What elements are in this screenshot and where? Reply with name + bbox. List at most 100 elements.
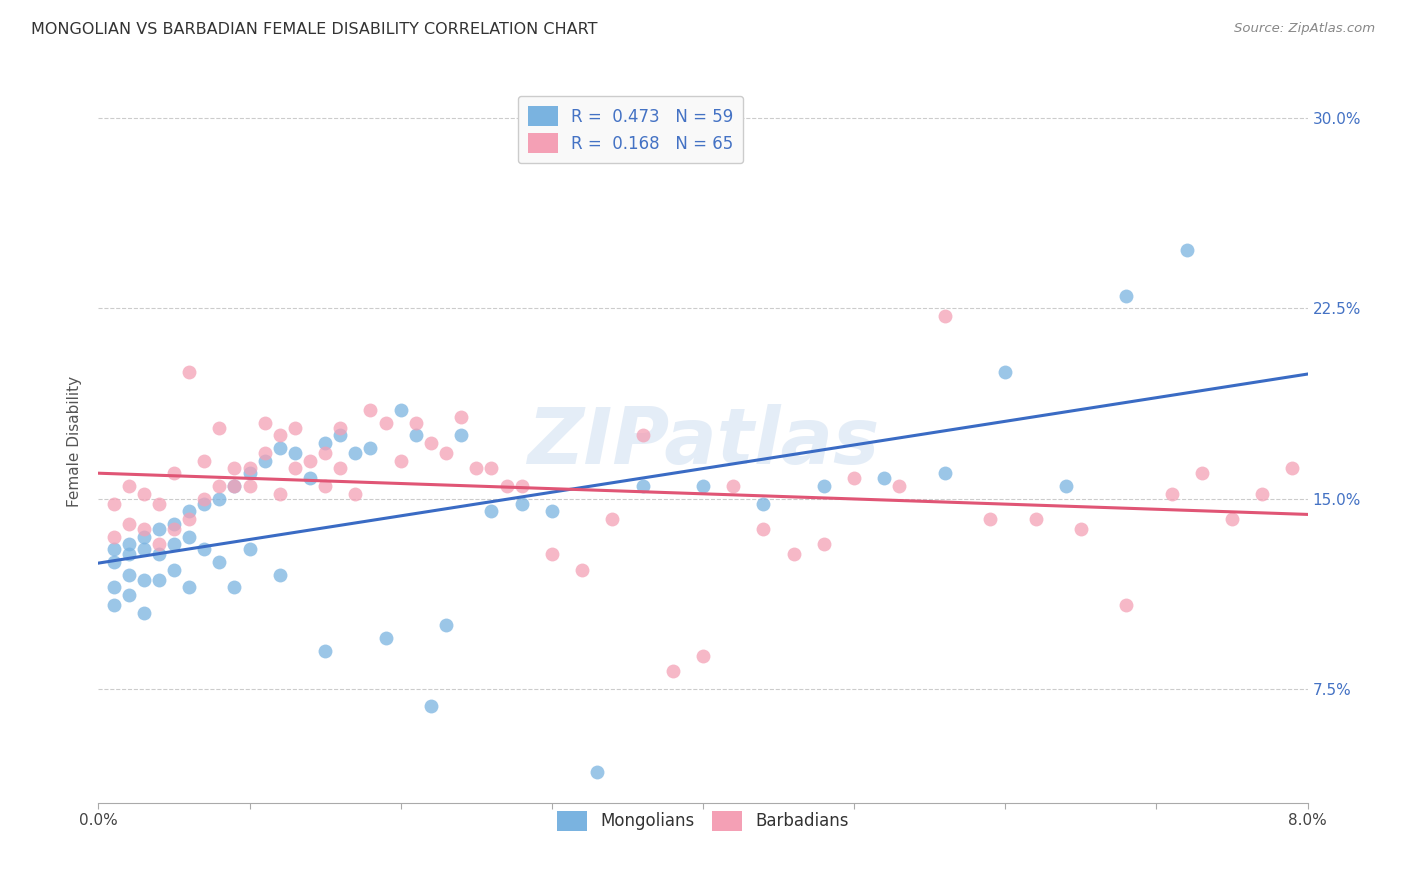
Point: [602, 512, 624, 526]
Point: [253, 453, 276, 467]
Point: [329, 420, 352, 434]
Point: [299, 471, 322, 485]
Point: [1115, 289, 1137, 303]
Point: [163, 537, 186, 551]
Point: [163, 516, 186, 531]
Point: [148, 537, 170, 551]
Point: [510, 479, 533, 493]
Point: [979, 512, 1001, 526]
Point: [224, 479, 246, 493]
Point: [844, 471, 866, 485]
Point: [118, 547, 141, 561]
Point: [132, 542, 155, 557]
Point: [813, 537, 835, 551]
Point: [813, 479, 835, 493]
Point: [103, 530, 125, 544]
Point: [631, 479, 654, 493]
Point: [1251, 486, 1274, 500]
Point: [179, 365, 201, 379]
Point: [752, 497, 775, 511]
Point: [344, 446, 367, 460]
Point: [118, 479, 141, 493]
Point: [193, 453, 215, 467]
Point: [360, 441, 382, 455]
Point: [1070, 522, 1092, 536]
Point: [692, 479, 714, 493]
Point: [179, 512, 201, 526]
Point: [163, 563, 186, 577]
Point: [132, 573, 155, 587]
Point: [148, 522, 170, 536]
Point: [253, 416, 276, 430]
Point: [1175, 243, 1198, 257]
Point: [118, 537, 141, 551]
Point: [374, 631, 396, 645]
Point: [208, 420, 231, 434]
Point: [1054, 479, 1077, 493]
Point: [284, 446, 307, 460]
Point: [314, 643, 336, 657]
Point: [224, 461, 246, 475]
Point: [934, 467, 956, 481]
Point: [540, 547, 562, 561]
Point: [450, 410, 472, 425]
Point: [374, 416, 396, 430]
Point: [148, 547, 170, 561]
Point: [510, 497, 533, 511]
Point: [1115, 598, 1137, 612]
Point: [481, 461, 503, 475]
Point: [1160, 486, 1182, 500]
Point: [586, 765, 609, 780]
Point: [132, 530, 155, 544]
Point: [752, 522, 775, 536]
Point: [269, 486, 291, 500]
Point: [450, 428, 472, 442]
Point: [239, 467, 262, 481]
Point: [103, 580, 125, 594]
Point: [148, 573, 170, 587]
Legend: Mongolians, Barbadians: Mongolians, Barbadians: [551, 805, 855, 838]
Point: [163, 522, 186, 536]
Point: [540, 504, 562, 518]
Point: [103, 555, 125, 569]
Point: [193, 497, 215, 511]
Point: [889, 479, 911, 493]
Point: [193, 491, 215, 506]
Y-axis label: Female Disability: Female Disability: [67, 376, 83, 508]
Point: [179, 504, 201, 518]
Point: [420, 435, 443, 450]
Point: [103, 542, 125, 557]
Point: [179, 530, 201, 544]
Point: [389, 453, 412, 467]
Point: [420, 699, 443, 714]
Point: [269, 428, 291, 442]
Point: [163, 467, 186, 481]
Text: Source: ZipAtlas.com: Source: ZipAtlas.com: [1234, 22, 1375, 36]
Point: [1281, 461, 1303, 475]
Point: [224, 479, 246, 493]
Point: [481, 504, 503, 518]
Point: [239, 479, 262, 493]
Point: [994, 365, 1017, 379]
Point: [329, 428, 352, 442]
Point: [314, 479, 336, 493]
Point: [661, 664, 683, 678]
Point: [692, 648, 714, 663]
Point: [389, 402, 412, 417]
Point: [148, 497, 170, 511]
Point: [571, 563, 593, 577]
Point: [1025, 512, 1047, 526]
Point: [269, 441, 291, 455]
Point: [284, 420, 307, 434]
Text: MONGOLIAN VS BARBADIAN FEMALE DISABILITY CORRELATION CHART: MONGOLIAN VS BARBADIAN FEMALE DISABILITY…: [31, 22, 598, 37]
Text: ZIPatlas: ZIPatlas: [527, 403, 879, 480]
Point: [132, 522, 155, 536]
Point: [344, 486, 367, 500]
Point: [239, 461, 262, 475]
Point: [314, 435, 336, 450]
Point: [208, 491, 231, 506]
Point: [284, 461, 307, 475]
Point: [434, 446, 457, 460]
Point: [723, 479, 745, 493]
Point: [314, 446, 336, 460]
